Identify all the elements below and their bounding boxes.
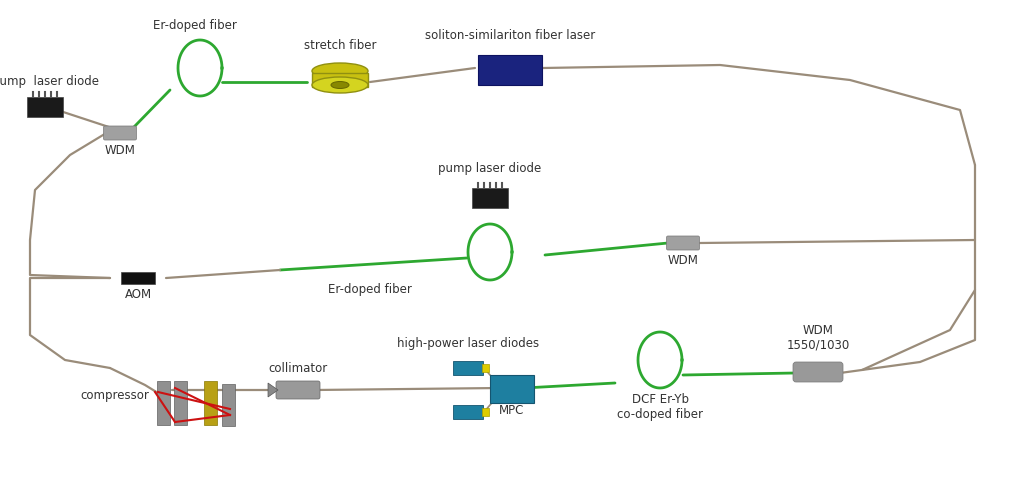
Bar [221, 384, 235, 426]
Bar [174, 381, 186, 425]
Text: AOM: AOM [124, 288, 152, 301]
Text: MPC: MPC [499, 404, 525, 417]
Text: DCF Er-Yb
co-doped fiber: DCF Er-Yb co-doped fiber [617, 393, 703, 421]
Ellipse shape [312, 77, 368, 93]
Text: compressor: compressor [80, 388, 149, 401]
Ellipse shape [331, 81, 349, 89]
FancyBboxPatch shape [103, 126, 136, 140]
Polygon shape [268, 383, 278, 397]
Bar [453, 405, 483, 419]
Ellipse shape [312, 63, 368, 79]
FancyBboxPatch shape [666, 236, 700, 250]
FancyBboxPatch shape [276, 381, 320, 399]
Bar [482, 408, 489, 416]
Text: Er-doped fiber: Er-doped fiber [328, 283, 411, 296]
Bar [157, 381, 170, 425]
Bar [453, 361, 483, 375]
Bar [27, 97, 63, 117]
Bar [472, 188, 508, 208]
Bar [490, 375, 534, 403]
FancyBboxPatch shape [793, 362, 843, 382]
Text: high-power laser diodes: high-power laser diodes [397, 337, 539, 350]
Bar [478, 55, 542, 85]
Bar [203, 381, 216, 425]
Text: stretch fiber: stretch fiber [303, 39, 376, 52]
Text: WDM: WDM [104, 144, 135, 157]
Text: WDM
1550/1030: WDM 1550/1030 [787, 324, 849, 352]
Text: pump laser diode: pump laser diode [439, 162, 542, 175]
Bar [312, 73, 368, 87]
Text: WDM: WDM [667, 254, 699, 267]
Bar [482, 364, 489, 372]
Text: collimator: collimator [268, 362, 328, 375]
Bar [121, 272, 155, 284]
Text: Er-doped fiber: Er-doped fiber [153, 19, 237, 32]
Text: pump  laser diode: pump laser diode [0, 75, 98, 88]
Text: soliton-similariton fiber laser: soliton-similariton fiber laser [425, 29, 595, 42]
